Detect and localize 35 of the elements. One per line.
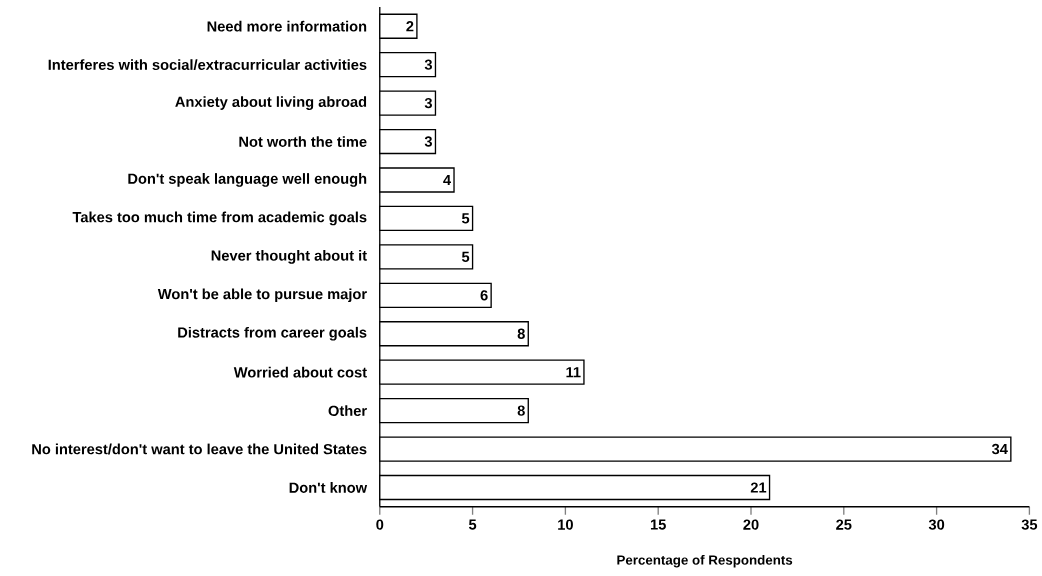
data-label: 6 [480, 290, 488, 301]
y-tick-label: Takes too much time from academic goals [72, 211, 367, 226]
y-tick-label: No interest/don't want to leave the United States [32, 443, 367, 455]
y-tick-label: Interferes with social/extracurricular activities [48, 59, 367, 71]
y-tick-label: Won't be able to pursue major [157, 288, 367, 303]
x-tick-label: 35 [1021, 519, 1038, 530]
y-tick-label: Don't know [289, 482, 368, 494]
y-tick-label: Worried about cost [233, 366, 367, 378]
x-axis-title: Percentage of Respondents [617, 555, 793, 568]
x-tick-label: 30 [928, 519, 945, 530]
x-tick-label: 5 [468, 519, 477, 530]
data-label: 8 [517, 405, 525, 416]
x-tick-label: 0 [376, 519, 384, 530]
y-tick-label: Never thought about it [211, 250, 367, 264]
data-label: 21 [750, 482, 767, 493]
data-label: 34 [991, 444, 1008, 455]
data-label: 3 [424, 136, 433, 147]
data-label: 3 [424, 59, 433, 71]
y-tick-label: Distracts from career goals [178, 327, 367, 341]
y-tick-label: Anxiety about living abroad [175, 96, 367, 111]
y-tick-label: Other [328, 405, 367, 417]
y-tick-label: Need more information [207, 21, 367, 32]
data-label: 3 [424, 98, 433, 109]
x-tick-label: 20 [743, 519, 759, 530]
x-tick-label: 25 [836, 519, 852, 530]
data-label: 11 [566, 367, 581, 378]
x-tick-label: 10 [558, 519, 573, 530]
y-tick-label: Don't speak language well enough [128, 173, 367, 188]
x-tick-label: 15 [650, 519, 666, 530]
data-label: 5 [461, 251, 470, 263]
data-label: 8 [517, 328, 525, 340]
data-label: 4 [443, 175, 452, 186]
y-tick-label: Not worth the time [239, 136, 367, 148]
data-label: 5 [461, 213, 470, 224]
data-label: 2 [406, 21, 414, 32]
